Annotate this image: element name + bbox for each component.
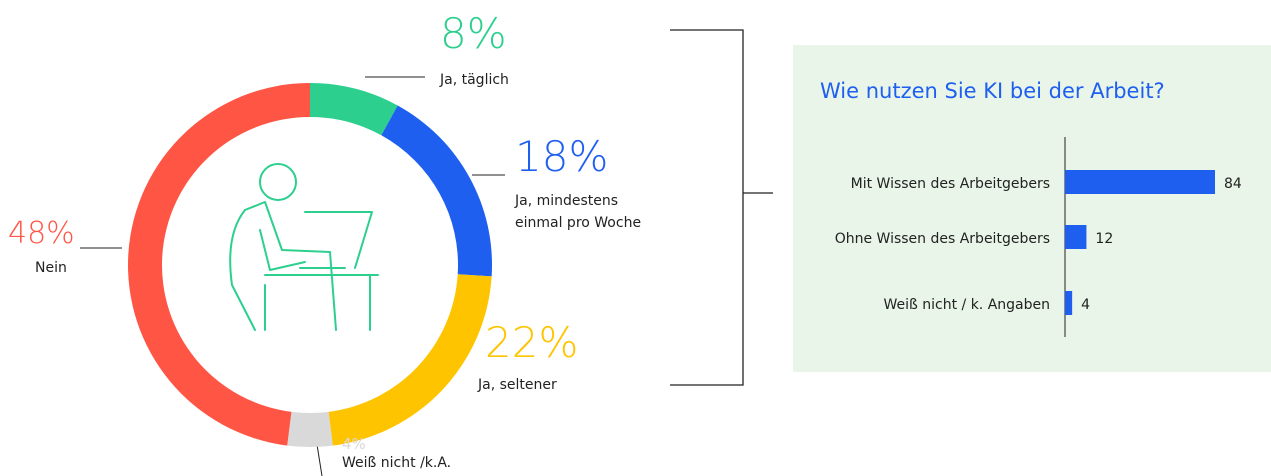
value-label: 48% [8, 216, 75, 251]
value-label: 84 [1224, 176, 1242, 192]
category-label: Weiß nicht /k.A. [342, 455, 452, 471]
bar [1065, 225, 1087, 249]
value-label: 12 [1095, 231, 1113, 247]
donut-slice [287, 411, 333, 447]
category-label: Nein [35, 260, 67, 276]
bar [1065, 291, 1073, 315]
leader-lines [80, 76, 505, 476]
donut-slice [328, 274, 492, 446]
category-label: Ja, täglich [440, 72, 509, 88]
bracket [670, 29, 773, 386]
value-label: 22% [485, 318, 579, 367]
category-label: Mit Wissen des Arbeitgebers [851, 176, 1050, 192]
panel [793, 45, 1271, 372]
donut-slice [127, 83, 310, 446]
value-label: 4 [1081, 297, 1090, 313]
donut-slice [381, 105, 492, 277]
category-label: Ja, mindestens einmal pro Woche [515, 193, 642, 231]
category-label: Ja, seltener [478, 377, 557, 393]
category-label: Weiß nicht / k. Angaben [883, 297, 1050, 313]
person-icon [229, 163, 379, 331]
value-label: 8% [440, 9, 507, 58]
value-label: 18% [515, 132, 609, 181]
donut-slice [310, 83, 398, 136]
bar [1065, 170, 1215, 194]
category-label: Ohne Wissen des Arbeitgebers [835, 231, 1050, 247]
value-label: 4% [342, 435, 366, 453]
bar-title: Wie nutzen Sie KI bei der Arbeit? [820, 79, 1165, 103]
